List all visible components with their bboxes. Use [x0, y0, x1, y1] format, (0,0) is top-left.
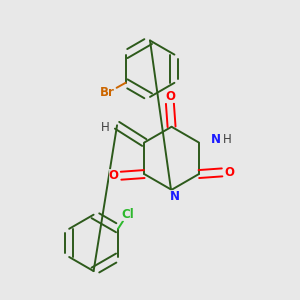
Text: Br: Br: [100, 86, 115, 99]
Text: O: O: [224, 166, 234, 179]
Text: N: N: [211, 134, 220, 146]
Text: O: O: [109, 169, 119, 182]
Text: O: O: [165, 90, 175, 103]
Text: Cl: Cl: [122, 208, 134, 221]
Text: N: N: [170, 190, 180, 203]
Text: H: H: [223, 134, 231, 146]
Text: H: H: [101, 122, 110, 134]
